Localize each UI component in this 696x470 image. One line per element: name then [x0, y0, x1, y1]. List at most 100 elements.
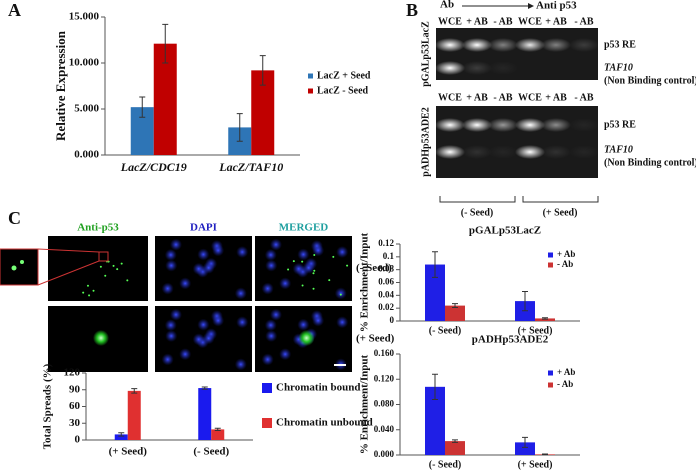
- y-tick-label: 30: [69, 417, 81, 429]
- gel-band: [569, 38, 599, 52]
- y-axis-label: Total Spreads (%): [42, 363, 54, 449]
- nucleus: [236, 316, 249, 329]
- p53-dot: [287, 268, 290, 271]
- gel-band: [435, 61, 465, 75]
- nucleus: [312, 244, 325, 257]
- bar: [153, 43, 177, 155]
- p53-dot: [339, 293, 342, 296]
- nucleus: [265, 259, 278, 272]
- error-bar: [522, 290, 528, 312]
- nucleus: [261, 353, 274, 366]
- nucleus: [279, 348, 292, 361]
- zoom-line: [37, 260, 100, 286]
- y-tick-label: 60: [69, 400, 81, 412]
- p53-dot: [88, 294, 91, 297]
- gel-band: [462, 61, 492, 75]
- p53-focus: [93, 330, 109, 346]
- x-tick-label: (+ Seed): [109, 446, 148, 458]
- gel-band: [569, 145, 599, 159]
- error-bar: [522, 436, 528, 448]
- error-bar: [432, 373, 438, 400]
- y-tick-label: 0.08: [378, 264, 394, 274]
- error-bar: [542, 317, 548, 320]
- nucleus: [212, 314, 225, 327]
- p53-dot: [301, 260, 304, 263]
- gel-band: [488, 118, 518, 132]
- y-tick-label: 0: [75, 434, 81, 446]
- y-tick-label: 15.000: [69, 11, 100, 23]
- panel-label: A: [8, 0, 21, 20]
- y-tick-label: 5.000: [74, 103, 99, 115]
- p53-focus: [298, 330, 315, 346]
- gel-band: [462, 145, 492, 159]
- legend-label: - Ab: [557, 379, 573, 389]
- x-tick-label: LacZ/TAF10: [218, 160, 283, 174]
- nucleus: [161, 282, 174, 295]
- gel-band: [569, 118, 599, 132]
- gel-band: [488, 145, 518, 159]
- bar: [445, 441, 465, 455]
- gel-band: [435, 38, 465, 52]
- p53-dot: [292, 260, 295, 263]
- nucleus: [179, 277, 192, 290]
- y-tick-label: 0.000: [74, 149, 99, 161]
- y-tick-label: 0.040: [374, 424, 395, 434]
- lane-label: + AB: [545, 92, 567, 103]
- chart-title: pGALp53LacZ: [469, 225, 541, 237]
- zoom-box: [98, 251, 109, 262]
- antibody-label: Anti p53: [536, 0, 577, 12]
- bracket: [439, 196, 516, 203]
- nucleus: [202, 332, 215, 345]
- error-bar: [118, 432, 125, 437]
- inset-dot: [11, 265, 17, 271]
- y-axis-label: Relative Expression: [53, 30, 68, 141]
- y-tick-label: 90: [69, 383, 81, 395]
- error-bar: [214, 427, 221, 432]
- nucleus: [192, 262, 205, 275]
- nucleus: [197, 318, 210, 331]
- legend-swatch: [262, 418, 272, 428]
- bar: [425, 386, 445, 455]
- nucleus: [202, 261, 215, 274]
- nucleus: [302, 261, 315, 274]
- gel-band: [515, 145, 545, 159]
- legend-label: LacZ - Seed: [317, 85, 369, 96]
- p53-dot: [112, 264, 115, 267]
- row-label: p53 RE: [604, 119, 636, 130]
- lane-label: WCE: [518, 16, 542, 27]
- legend-label: - Ab: [557, 259, 573, 269]
- y-tick-label: 0.080: [374, 399, 395, 409]
- legend-swatch: [308, 88, 313, 94]
- nucleus: [164, 248, 177, 261]
- legend-label: Chromatin unbound: [276, 417, 373, 429]
- gel-band: [435, 145, 465, 159]
- chart-title: pADHp53ADE2: [472, 334, 549, 346]
- nucleus: [169, 308, 182, 321]
- lane-label: + AB: [466, 92, 488, 103]
- y-tick-label: 0.02: [378, 302, 394, 312]
- lane-label: - AB: [574, 16, 594, 27]
- bar: [445, 305, 465, 321]
- microscopy-area: Anti-p53 DAPI MERGED (- Seed) (+ Seed): [0, 222, 395, 372]
- gel-band: [541, 145, 571, 159]
- p53-dot: [126, 279, 129, 282]
- x-tick-label: (- Seed): [193, 446, 229, 458]
- gel-area: p53 RE TAF10 (Non Binding control) pGALp53L…: [420, 16, 696, 218]
- strain-label: pGALp53LacZ: [420, 21, 431, 87]
- p53-dot: [86, 284, 89, 287]
- x-tick-label: LacZ/CDC19: [120, 160, 187, 174]
- p53-dot: [332, 255, 335, 258]
- error-bar: [201, 386, 208, 390]
- bar: [251, 70, 275, 155]
- nucleus: [165, 259, 178, 272]
- gel-band: [462, 38, 492, 52]
- channel-label: Anti-p53: [77, 222, 119, 234]
- nucleus: [169, 238, 182, 251]
- gel-band: [541, 118, 571, 132]
- channel-label: MERGED: [279, 222, 329, 234]
- bar: [198, 388, 212, 440]
- nucleus: [297, 318, 310, 331]
- lane-label: + AB: [545, 16, 567, 27]
- nucleus: [236, 246, 249, 259]
- nucleus: [292, 262, 305, 275]
